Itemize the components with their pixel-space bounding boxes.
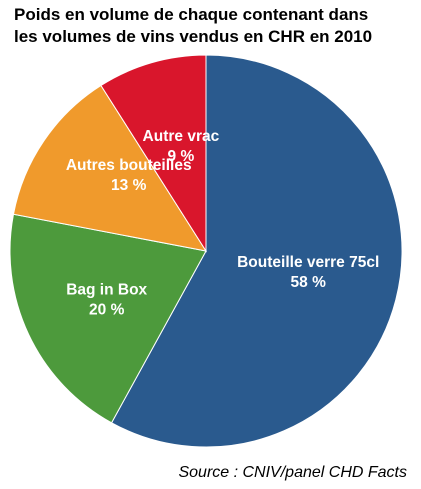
slice-label-bouteille-verre-75cl: Bouteille verre 75cl: [237, 254, 379, 271]
chart-title-line-1: Poids en volume de chaque contenant dans: [14, 5, 369, 24]
slice-value-bouteille-verre-75cl: 58 %: [291, 274, 327, 291]
chart-title-line-2: les volumes de vins vendus en CHR en 201…: [14, 27, 373, 46]
slice-value-autre-vrac: 9 %: [168, 148, 195, 165]
pie-slice-bag-in-box: [9, 213, 207, 424]
source-note: Source : CNIV/panel CHD Facts: [178, 464, 407, 481]
pie-slices: [9, 54, 403, 448]
pie-slice-bouteille-verre-75cl: [110, 54, 403, 448]
slice-label-autres-bouteilles: Autres bouteilles: [66, 157, 192, 174]
pie-slice-autre-vrac: [100, 54, 207, 253]
pie-slice-autres-bouteilles: [12, 84, 208, 252]
slice-label-bag-in-box: Bag in Box: [66, 282, 147, 299]
slice-value-autres-bouteilles: 13 %: [111, 177, 147, 194]
chart-title: Poids en volume de chaque contenant dans…: [14, 4, 414, 48]
slice-value-bag-in-box: 20 %: [89, 302, 125, 319]
pie-labels: Bouteille verre 75cl 58 % Bag in Box 20 % Au…: [66, 128, 379, 319]
slice-label-autre-vrac: Autre vrac: [143, 128, 220, 145]
